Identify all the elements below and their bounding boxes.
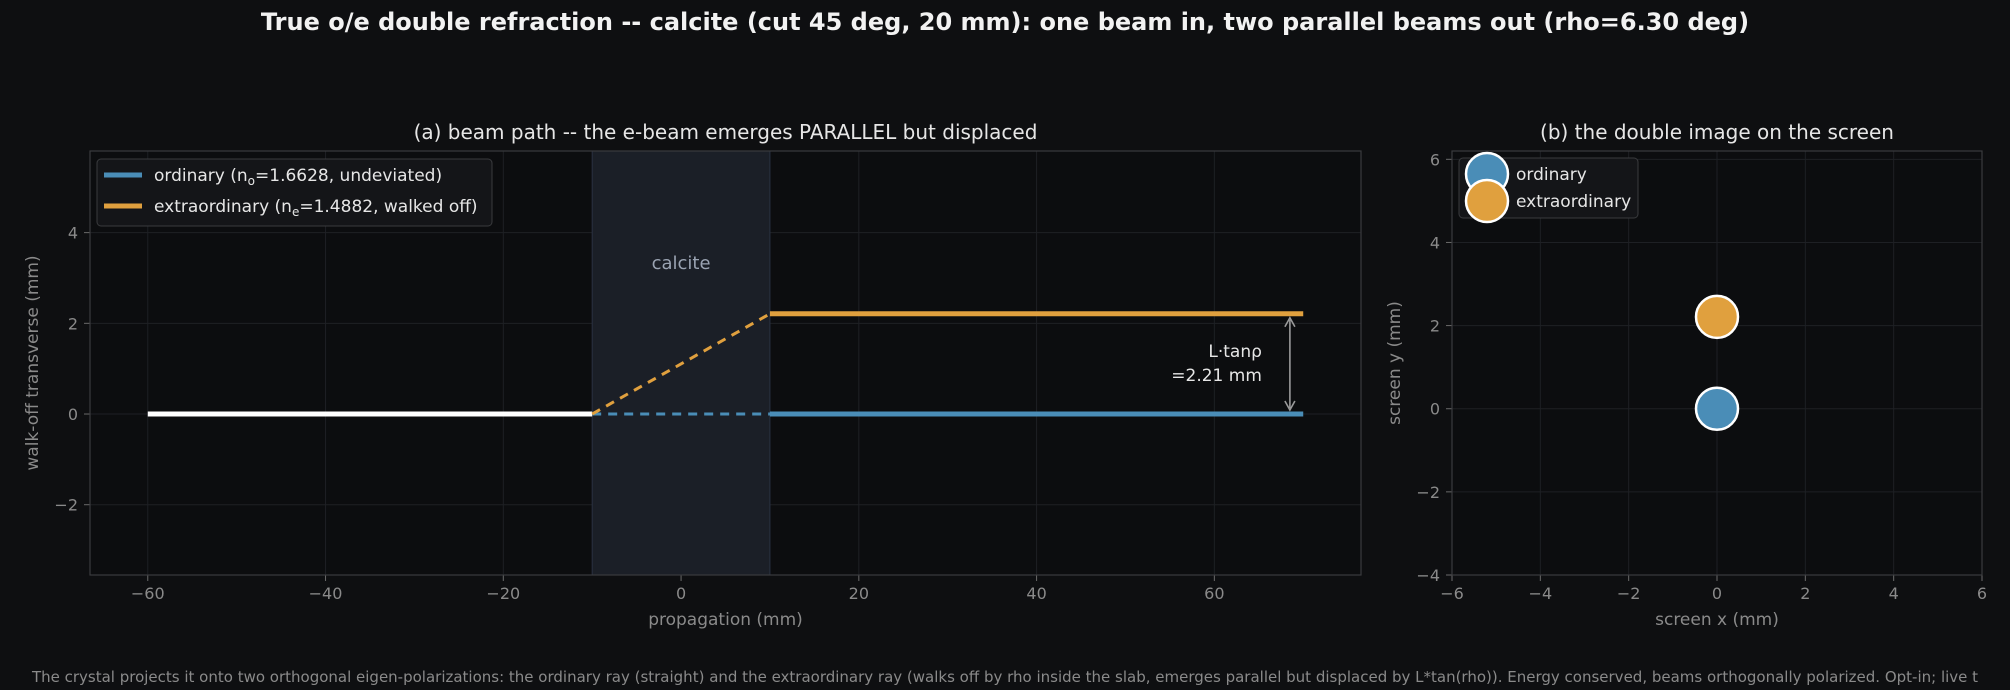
legend-label-ordinary: ordinary xyxy=(1516,165,1587,185)
y-tick-label: 4 xyxy=(68,224,78,243)
y-tick-label: −4 xyxy=(1416,566,1440,585)
screen-spot-ordinary xyxy=(1694,386,1740,431)
y-tick-label: −2 xyxy=(54,496,78,515)
x-tick-label: −4 xyxy=(1529,584,1553,603)
x-tick-label: 20 xyxy=(849,584,869,603)
screen-spot-extraordinary xyxy=(1694,294,1740,340)
legend-b: ordinary extraordinary xyxy=(1458,151,1639,224)
y-tick-label: 0 xyxy=(68,405,78,424)
y-tick-label: 4 xyxy=(1430,233,1440,252)
crystal-label: calcite xyxy=(652,253,711,274)
y-axis-label: walk-off transverse (mm) xyxy=(23,255,43,470)
chart-title: (b) the double image on the screen xyxy=(1540,120,1894,144)
legend-marker-extraordinary xyxy=(1464,178,1510,224)
x-tick-label: −2 xyxy=(1617,584,1641,603)
x-tick-label: 2 xyxy=(1800,584,1810,603)
x-tick-label: 0 xyxy=(676,584,686,603)
walkoff-arrowhead-top xyxy=(1284,316,1296,328)
x-tick-label: 40 xyxy=(1026,584,1046,603)
x-tick-label: 0 xyxy=(1712,584,1722,603)
x-tick-label: 4 xyxy=(1889,584,1899,603)
x-tick-label: 60 xyxy=(1204,584,1224,603)
x-axis-label: propagation (mm) xyxy=(648,610,803,630)
legend-label-extraordinary: extraordinary (ne=1.4882, walked off) xyxy=(154,197,478,219)
walkoff-arrowhead-bottom xyxy=(1284,400,1296,412)
x-axis-label: screen x (mm) xyxy=(1655,610,1779,630)
y-tick-label: 2 xyxy=(68,314,78,333)
y-tick-label: −2 xyxy=(1416,483,1440,502)
y-tick-label: 2 xyxy=(1430,317,1440,336)
plot-frame xyxy=(89,150,1362,576)
x-tick-label: −20 xyxy=(486,584,520,603)
legend-a: ordinary (no=1.6628, undeviated) extraord… xyxy=(96,158,493,227)
legend-label-extraordinary: extraordinary xyxy=(1516,192,1631,212)
x-tick-label: 6 xyxy=(1977,584,1987,603)
footer-caption: The crystal projects it onto two orthogo… xyxy=(31,668,1979,686)
x-tick-label: −60 xyxy=(131,584,165,603)
beam-extraordinary-inside-dashed xyxy=(591,312,771,416)
x-tick-label: −6 xyxy=(1440,584,1464,603)
y-tick-label: 0 xyxy=(1430,400,1440,419)
y-tick-label: 6 xyxy=(1430,150,1440,169)
walkoff-annotation-line2: =2.21 mm xyxy=(1171,366,1262,386)
walkoff-annotation-line1: L·tanρ xyxy=(1208,342,1262,362)
legend-label-ordinary: ordinary (no=1.6628, undeviated) xyxy=(154,166,442,188)
y-axis-label: screen y (mm) xyxy=(1385,301,1405,425)
chart-title: (a) beam path -- the e-beam emerges PARA… xyxy=(414,120,1038,144)
figure-title: True o/e double refraction -- calcite (c… xyxy=(260,8,1750,36)
legend-box xyxy=(96,158,493,227)
x-tick-label: −40 xyxy=(309,584,343,603)
plot-frame xyxy=(1451,150,1983,576)
